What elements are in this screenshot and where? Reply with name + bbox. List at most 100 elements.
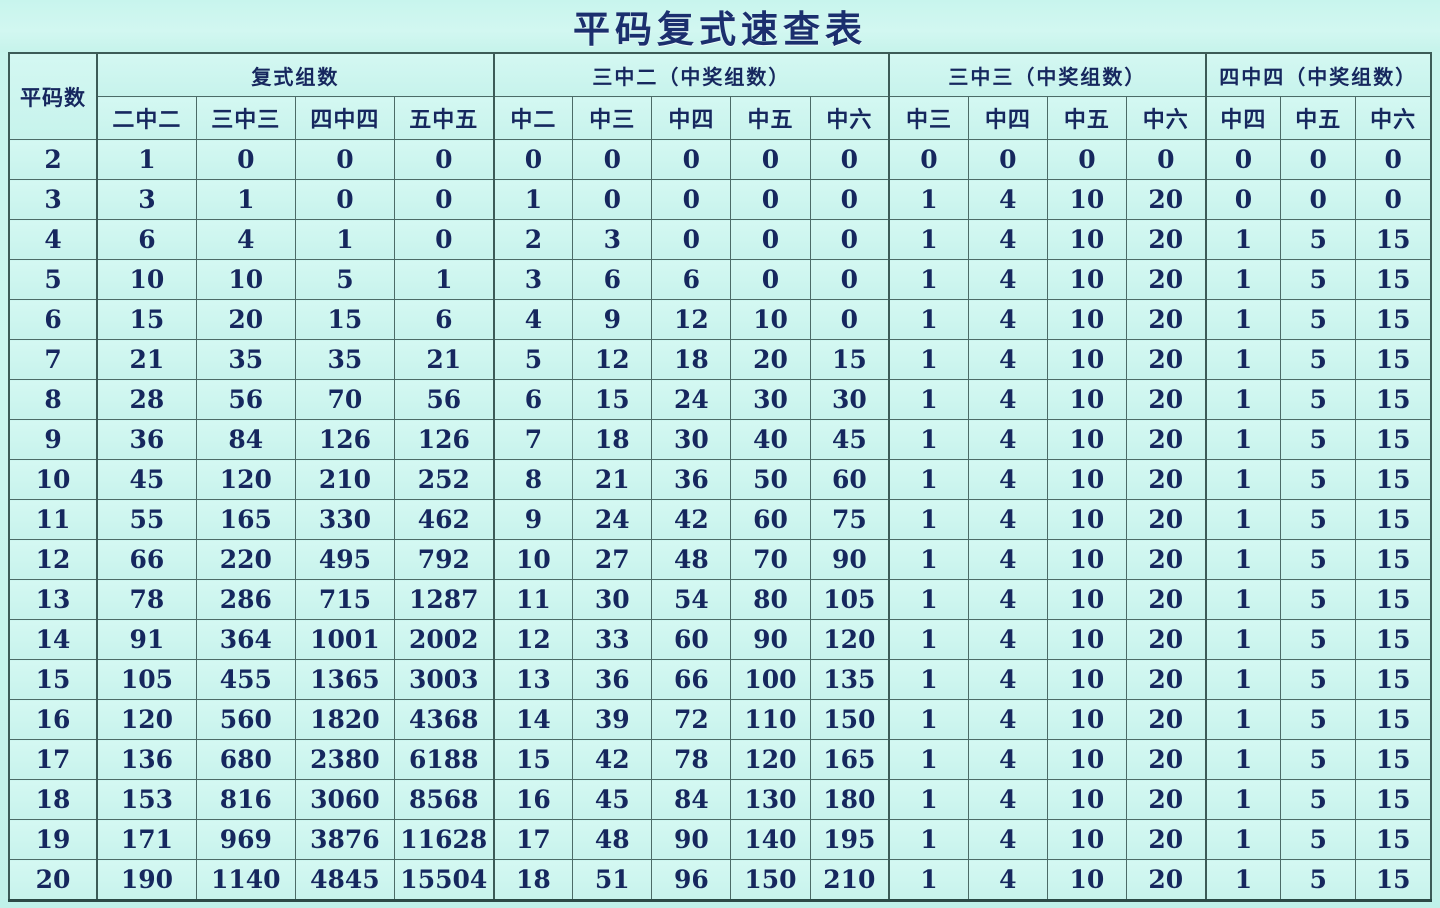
cell-sizhong4-1: 5 <box>1280 299 1357 340</box>
cell-sanzhong2-0: 1 <box>492 179 574 220</box>
cell-fushi-3: 56 <box>393 379 495 420</box>
cell-sanzhong2-3: 90 <box>730 619 811 660</box>
cell-fushi-3: 0 <box>393 179 495 220</box>
cell-sanzhong3-1: 0 <box>967 139 1048 180</box>
cell-sanzhong2-1: 18 <box>572 419 653 460</box>
cell-sanzhong2-2: 36 <box>651 459 732 500</box>
table-row: 7 21 35 35 21 5 12 18 20 15 1 4 10 20 1 5 15 <box>7 339 1433 380</box>
cell-sanzhong2-1: 21 <box>572 459 653 500</box>
cell-sizhong4-0: 1 <box>1204 259 1282 300</box>
cell-sanzhong3-0: 1 <box>888 459 969 500</box>
cell-fushi-1: 4 <box>195 219 296 260</box>
cell-sanzhong2-1: 3 <box>572 219 653 260</box>
cell-fushi-3: 792 <box>393 539 495 580</box>
cell-sizhong4-0: 0 <box>1204 179 1282 220</box>
group-header-sanzhong3: 三中三（中奖组数） <box>888 52 1207 97</box>
cell-fushi-0: 28 <box>96 379 197 420</box>
cell-sanzhong3-3: 20 <box>1125 579 1207 620</box>
cell-sizhong4-0: 1 <box>1204 219 1282 260</box>
cell-sanzhong3-0: 1 <box>888 499 969 540</box>
cell-sizhong4-0: 1 <box>1204 619 1282 660</box>
cell-fushi-1: 165 <box>195 499 296 540</box>
cell-sanzhong2-4: 210 <box>809 859 890 902</box>
column-header-sanzhong3-3: 中六 <box>1125 96 1207 140</box>
cell-sanzhong2-1: 36 <box>572 659 653 700</box>
cell-fushi-1: 10 <box>195 259 296 300</box>
cell-sanzhong3-1: 4 <box>967 459 1048 500</box>
cell-sanzhong2-4: 15 <box>809 339 890 380</box>
cell-sanzhong2-1: 33 <box>572 619 653 660</box>
group-header-row: 平码数 复式组数 三中二（中奖组数） 三中三（中奖组数） 四中四（中奖组数） <box>7 52 1433 140</box>
cell-sanzhong3-3: 0 <box>1125 139 1207 180</box>
cell-sanzhong2-4: 150 <box>809 699 890 740</box>
row-header-value: 19 <box>7 819 98 860</box>
cell-sanzhong3-2: 10 <box>1046 779 1127 820</box>
cell-sanzhong3-3: 20 <box>1125 339 1207 380</box>
cell-sanzhong2-4: 0 <box>809 259 890 300</box>
row-header-value: 13 <box>7 579 98 620</box>
cell-sanzhong3-1: 4 <box>967 739 1048 780</box>
cell-sanzhong2-4: 0 <box>809 219 890 260</box>
cell-sanzhong3-1: 4 <box>967 819 1048 860</box>
column-header-fushi-3: 五中五 <box>393 96 495 140</box>
cell-sizhong4-1: 5 <box>1280 739 1357 780</box>
cell-sizhong4-1: 5 <box>1280 659 1357 700</box>
cell-sanzhong3-1: 4 <box>967 419 1048 460</box>
cell-sanzhong3-2: 10 <box>1046 619 1127 660</box>
cell-sanzhong2-2: 0 <box>651 139 732 180</box>
cell-sizhong4-0: 1 <box>1204 779 1282 820</box>
cell-sanzhong3-1: 4 <box>967 699 1048 740</box>
table-container: 平码数 复式组数 三中二（中奖组数） 三中三（中奖组数） 四中四（中奖组数） 二中二 三中… <box>0 52 1440 908</box>
cell-sizhong4-0: 1 <box>1204 579 1282 620</box>
cell-fushi-1: 220 <box>195 539 296 580</box>
cell-fushi-2: 495 <box>294 539 395 580</box>
row-header-value: 8 <box>7 379 98 420</box>
cell-fushi-2: 1365 <box>294 659 395 700</box>
cell-sanzhong2-1: 45 <box>572 779 653 820</box>
cell-fushi-2: 35 <box>294 339 395 380</box>
cell-sanzhong3-3: 20 <box>1125 219 1207 260</box>
cell-fushi-0: 78 <box>96 579 197 620</box>
cell-sanzhong2-1: 39 <box>572 699 653 740</box>
cell-sanzhong2-4: 0 <box>809 139 890 180</box>
cell-sizhong4-2: 15 <box>1355 539 1433 580</box>
cell-sanzhong2-2: 96 <box>651 859 732 902</box>
cell-sanzhong2-0: 16 <box>492 779 574 820</box>
cell-sanzhong2-0: 10 <box>492 539 574 580</box>
cell-sanzhong2-0: 3 <box>492 259 574 300</box>
column-header-sanzhong2-2: 中四 <box>651 96 732 140</box>
cell-sanzhong3-3: 20 <box>1125 779 1207 820</box>
cell-sizhong4-0: 1 <box>1204 339 1282 380</box>
row-header-value: 3 <box>7 179 98 220</box>
cell-fushi-1: 20 <box>195 299 296 340</box>
cell-sanzhong3-1: 4 <box>967 259 1048 300</box>
cell-sanzhong3-2: 10 <box>1046 339 1127 380</box>
cell-fushi-2: 15 <box>294 299 395 340</box>
cell-sizhong4-1: 5 <box>1280 259 1357 300</box>
lookup-table: 平码数 复式组数 三中二（中奖组数） 三中三（中奖组数） 四中四（中奖组数） 二中二 三中… <box>7 52 1433 902</box>
cell-sanzhong2-2: 84 <box>651 779 732 820</box>
cell-sanzhong2-0: 15 <box>492 739 574 780</box>
cell-fushi-1: 0 <box>195 139 296 180</box>
cell-sizhong4-2: 15 <box>1355 819 1433 860</box>
cell-fushi-0: 105 <box>96 659 197 700</box>
cell-sanzhong3-2: 10 <box>1046 819 1127 860</box>
cell-sanzhong3-2: 10 <box>1046 499 1127 540</box>
cell-sanzhong3-2: 10 <box>1046 419 1127 460</box>
cell-sanzhong2-0: 4 <box>492 299 574 340</box>
cell-fushi-1: 455 <box>195 659 296 700</box>
cell-fushi-1: 969 <box>195 819 296 860</box>
cell-sanzhong2-3: 0 <box>730 219 811 260</box>
row-header-value: 17 <box>7 739 98 780</box>
cell-sanzhong3-0: 1 <box>888 539 969 580</box>
cell-sanzhong3-2: 10 <box>1046 299 1127 340</box>
cell-fushi-3: 8568 <box>393 779 495 820</box>
cell-sanzhong2-3: 70 <box>730 539 811 580</box>
table-row: 20 190 1140 4845 15504 18 51 96 150 210 1 4 10 20 1 5 15 <box>7 859 1433 902</box>
cell-sanzhong2-2: 42 <box>651 499 732 540</box>
row-header-value: 12 <box>7 539 98 580</box>
column-header-sanzhong2-0: 中二 <box>492 96 574 140</box>
cell-sanzhong3-3: 20 <box>1125 659 1207 700</box>
cell-sanzhong3-1: 4 <box>967 339 1048 380</box>
cell-sanzhong2-3: 100 <box>730 659 811 700</box>
